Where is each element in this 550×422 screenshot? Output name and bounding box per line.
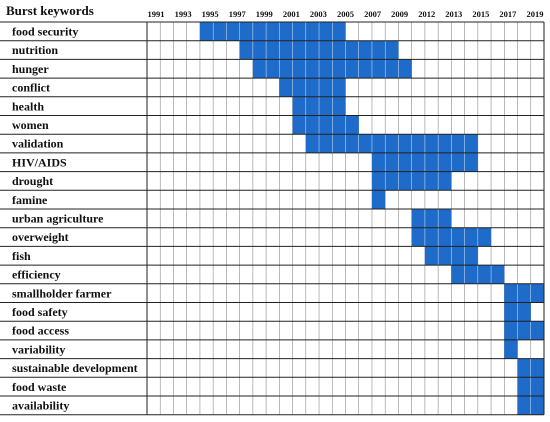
year-label: 2017 xyxy=(499,9,517,19)
keyword-label: conflict xyxy=(12,81,50,95)
keyword-label: validation xyxy=(12,137,64,151)
keyword-label: nutrition xyxy=(12,43,58,57)
keyword-label: health xyxy=(12,99,44,113)
year-label: 2005 xyxy=(337,9,354,19)
chart-title: Burst keywords xyxy=(6,3,94,18)
burst-bar xyxy=(371,190,386,209)
burst-bar xyxy=(504,339,518,359)
year-label: 1993 xyxy=(175,9,192,19)
keyword-label: efficiency xyxy=(12,268,61,282)
burst-bar xyxy=(504,283,544,303)
burst-bar xyxy=(305,134,478,153)
keyword-label: food access xyxy=(12,324,69,338)
year-label: 1995 xyxy=(202,9,219,19)
keyword-labels: food security nutrition hunger conflict heal… xyxy=(12,24,138,412)
year-label: 1991 xyxy=(148,9,165,19)
keyword-label: urban agriculture xyxy=(12,211,104,225)
burst-bar xyxy=(199,22,346,41)
burst-bar xyxy=(411,209,452,228)
keyword-label: drought xyxy=(12,174,53,188)
keyword-label: availability xyxy=(12,398,69,412)
keyword-label: famine xyxy=(12,193,48,207)
year-label: 2013 xyxy=(445,9,462,19)
keyword-label: women xyxy=(12,118,49,132)
keyword-label: food security xyxy=(12,24,78,38)
keyword-label: variability xyxy=(12,342,65,356)
burst-bar xyxy=(279,78,346,97)
burst-bar xyxy=(504,321,544,340)
year-labels: 1991 1993 1995 1997 1999 2001 2003 2005 2007 2009… xyxy=(148,9,544,19)
year-label: 2015 xyxy=(472,9,489,19)
year-label: 2007 xyxy=(364,9,382,19)
keyword-label: hunger xyxy=(12,62,49,76)
keyword-label: smallholder farmer xyxy=(12,286,112,300)
year-label: 1999 xyxy=(256,9,273,19)
keyword-label: HIV/AIDS xyxy=(12,155,67,169)
line-layer xyxy=(0,21,545,416)
year-label: 2001 xyxy=(283,9,300,19)
keyword-label: overweight xyxy=(12,230,69,244)
year-label: 2019 xyxy=(527,9,544,19)
year-label: 2012 xyxy=(418,9,435,19)
year-label: 2009 xyxy=(391,9,408,19)
keyword-label: sustainable development xyxy=(12,361,138,375)
keyword-label: food safety xyxy=(12,305,68,319)
keyword-label: fish xyxy=(12,249,31,263)
burst-bar xyxy=(292,115,359,135)
keyword-label: food waste xyxy=(12,380,67,394)
year-label: 2003 xyxy=(310,9,327,19)
year-label: 1997 xyxy=(229,9,247,19)
burst-layer xyxy=(199,22,544,415)
